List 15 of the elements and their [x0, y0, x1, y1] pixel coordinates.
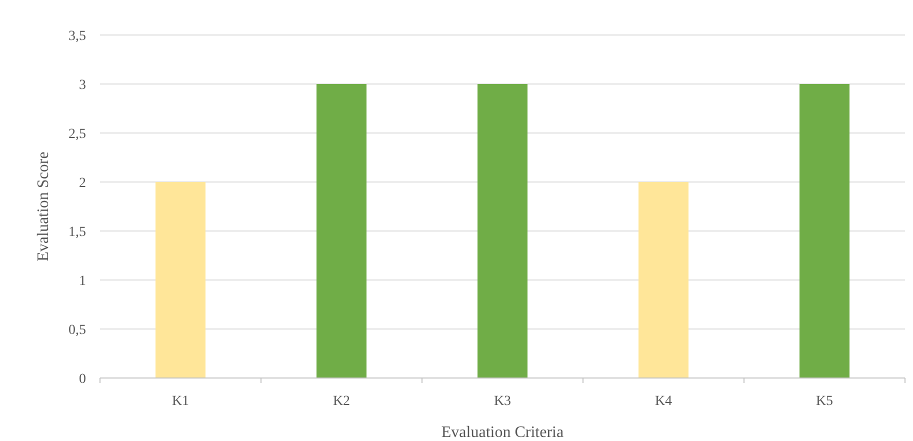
- x-axis-title: Evaluation Criteria: [441, 424, 564, 441]
- y-tick-label: 1: [79, 274, 86, 289]
- y-tick-label: 3,5: [68, 28, 86, 44]
- y-tick-label: 0,5: [68, 322, 86, 338]
- x-tick-label: K1: [172, 394, 190, 409]
- x-tick-label: K5: [816, 394, 834, 409]
- y-tick-label: 0: [79, 372, 86, 387]
- y-tick-label: 2: [79, 176, 86, 191]
- y-tick-label: 2,5: [68, 126, 86, 142]
- y-axis-title: Evaluation Score: [35, 152, 52, 262]
- x-tick-label: K3: [494, 394, 512, 409]
- x-tick-label: K2: [332, 394, 350, 409]
- x-tick-label: K4: [654, 394, 672, 409]
- y-tick-label: 3: [79, 78, 86, 93]
- y-tick-label: 1,5: [68, 224, 86, 240]
